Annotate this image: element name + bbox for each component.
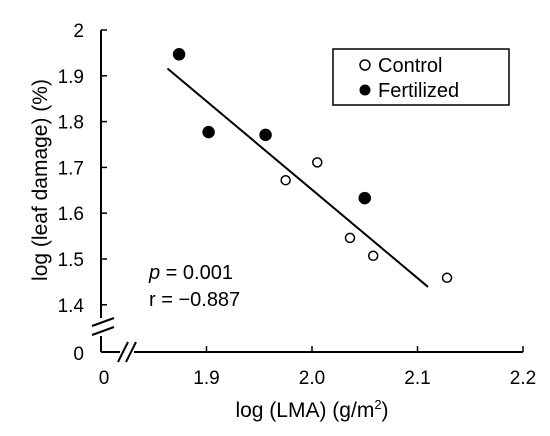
legend-box	[332, 48, 510, 106]
p-value-annotation: p = 0.001	[148, 262, 233, 284]
r-value-annotation: r = −0.887	[149, 289, 240, 311]
legend-marker-control	[359, 59, 371, 71]
legend-label-control: Control	[378, 55, 442, 77]
x-axis-title: log (LMA) (g/m2)	[235, 397, 388, 422]
x-tick-label: 2.1	[404, 368, 430, 389]
data-points	[172, 48, 453, 284]
y-ticks: 1.4 1.5 1.6 1.7 1.8 1.9 2	[58, 21, 107, 317]
x-tick-label: 2.0	[299, 368, 325, 389]
y-tick-label: 1.7	[58, 158, 84, 179]
data-point-fertilized	[259, 128, 272, 142]
data-point-control	[441, 272, 453, 284]
legend-marker-fertilized	[359, 84, 371, 96]
y-tick-label: 1.8	[58, 113, 84, 134]
y-tick-label: 1.5	[58, 250, 84, 271]
data-point-fertilized	[202, 125, 215, 139]
x-origin-label: 0	[99, 368, 110, 389]
legend-label-fertilized: Fertilized	[378, 80, 459, 102]
y-tick-label: 1.9	[58, 67, 84, 88]
y-origin-label: 0	[73, 344, 84, 365]
x-tick-label: 2.2	[510, 368, 536, 389]
y-axis-break	[91, 317, 115, 336]
y-tick-label: 2	[73, 21, 84, 42]
data-point-control	[280, 174, 291, 186]
data-point-control	[344, 232, 356, 244]
y-tick-label: 1.4	[58, 296, 85, 317]
y-axis-title: log (leaf damage) (%)	[29, 79, 52, 281]
data-point-fertilized	[358, 191, 371, 205]
legend: Control Fertilized	[332, 48, 510, 106]
x-axis-break	[117, 341, 137, 363]
y-tick-label: 1.6	[58, 204, 84, 225]
x-tick-label: 1.9	[193, 368, 219, 389]
regression-line	[166, 67, 429, 288]
data-point-fertilized	[172, 48, 186, 61]
x-ticks: 1.9 2.0 2.1 2.2	[193, 346, 536, 389]
data-point-control	[367, 250, 379, 262]
data-point-control	[312, 157, 323, 168]
